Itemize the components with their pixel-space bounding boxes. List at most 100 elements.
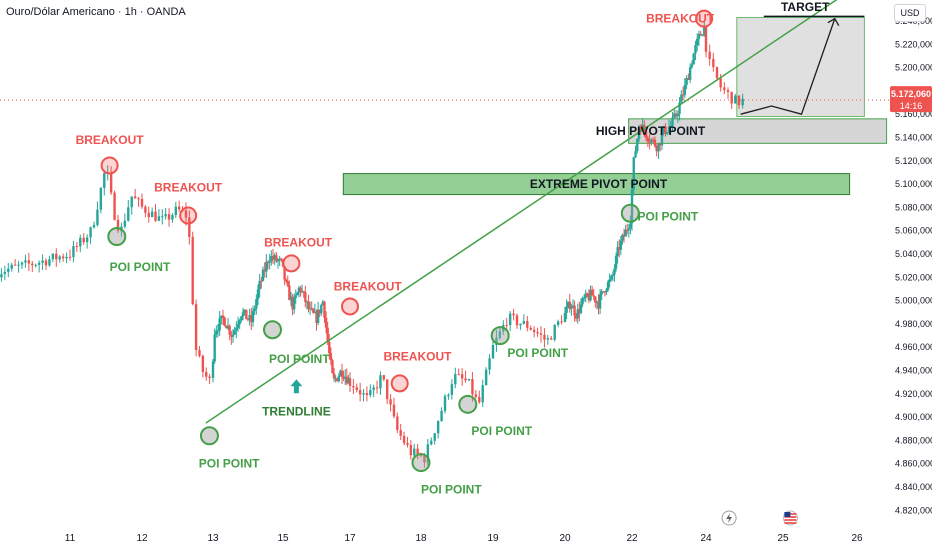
candle-body <box>220 315 223 319</box>
candle-body <box>603 291 607 293</box>
currency-button[interactable]: USD <box>894 4 926 22</box>
candle-body <box>634 151 637 158</box>
candle-body <box>734 95 737 104</box>
candle-body <box>280 258 283 260</box>
candle-body <box>666 132 669 134</box>
candle-body <box>402 435 406 444</box>
candle-body <box>144 206 147 213</box>
candle-body <box>358 390 362 395</box>
candle-body <box>594 296 597 303</box>
candle-body <box>644 131 648 138</box>
candle-body <box>194 304 198 351</box>
breakout-marker <box>390 374 409 393</box>
candle-body <box>147 212 150 218</box>
price-badge[interactable]: 5.172,060 14:16 <box>890 86 932 113</box>
candle-body <box>337 376 341 382</box>
candle-body <box>177 206 181 210</box>
candle-body <box>563 312 567 323</box>
us-flag-icon[interactable] <box>782 510 798 526</box>
candle-body <box>636 138 639 152</box>
y-tick-label: 4.880,000 <box>895 435 932 445</box>
lightning-icon[interactable] <box>721 510 737 526</box>
y-tick-label: 5.000,000 <box>895 296 932 306</box>
candle-body <box>157 216 161 221</box>
y-tick-label: 5.140,000 <box>895 132 932 142</box>
candle-body <box>618 247 621 250</box>
candle-body <box>695 38 699 46</box>
candle-body <box>560 321 563 323</box>
candle-body <box>312 309 315 313</box>
x-tick-label: 24 <box>700 533 712 544</box>
candle-body <box>671 117 674 126</box>
breakout-label: BREAKOUT <box>264 235 333 249</box>
candle-body <box>737 95 741 106</box>
candle-body <box>590 289 594 296</box>
candle-body <box>653 139 657 147</box>
candle-body <box>332 373 336 379</box>
candle-body <box>17 264 20 266</box>
candle-body <box>385 379 389 400</box>
candle-body <box>79 237 82 247</box>
candle-body <box>201 355 205 372</box>
candle-body <box>328 341 331 354</box>
candle-body <box>688 67 692 80</box>
candle-body <box>704 26 708 52</box>
breakout-marker <box>341 297 359 316</box>
candle-body <box>681 94 685 96</box>
candle-body <box>578 309 581 314</box>
candle-body <box>198 350 201 356</box>
candle-body <box>478 396 481 403</box>
x-tick-label: 20 <box>559 533 571 544</box>
candle-body <box>450 384 454 395</box>
symbol-header[interactable]: Ouro/Dólar Americano · 1h · OANDA <box>6 6 186 18</box>
candle-body <box>96 209 99 225</box>
candle-body <box>270 256 273 262</box>
price-badge-countdown: 14:16 <box>900 101 923 111</box>
candle-body <box>626 229 629 231</box>
price-badge-bg <box>890 86 932 113</box>
candle-body <box>208 376 211 378</box>
poi-marker <box>620 203 640 223</box>
candle-body <box>241 312 245 317</box>
candle-body <box>526 321 529 328</box>
candle-body <box>133 196 137 199</box>
candle-body <box>602 291 605 293</box>
candle-body <box>329 353 333 361</box>
y-tick-label: 5.100,000 <box>895 179 932 189</box>
candle-body <box>712 58 715 68</box>
candle-body <box>48 259 51 266</box>
candle-body <box>243 309 246 313</box>
x-tick-label: 26 <box>851 533 863 544</box>
candle-body <box>3 271 7 275</box>
candle-body <box>251 311 255 323</box>
candle-body <box>669 125 672 128</box>
candle-body <box>570 307 573 309</box>
candle-body <box>246 319 250 321</box>
candle-body <box>213 334 216 362</box>
candle-body <box>624 229 627 237</box>
candle-body <box>276 260 280 262</box>
candle-body <box>495 337 498 345</box>
candle-body <box>536 332 539 334</box>
poi-label: POI POINT <box>638 210 699 224</box>
candle-body <box>685 78 688 85</box>
candle-body <box>250 315 253 323</box>
candle-body <box>375 387 379 389</box>
candle-body <box>65 256 68 259</box>
candle-body <box>568 301 571 309</box>
candle-body <box>399 429 402 436</box>
y-tick-label: 4.840,000 <box>895 482 932 492</box>
candle-body <box>225 325 228 329</box>
candle-body <box>283 266 286 280</box>
x-tick-label: 12 <box>136 533 148 544</box>
y-tick-label: 4.960,000 <box>895 342 932 352</box>
lightning-icon-glyph <box>726 513 733 523</box>
candle-body <box>379 375 382 389</box>
candle-body <box>261 269 265 281</box>
candle-body <box>566 301 570 307</box>
candle-body <box>592 295 595 297</box>
poi-marker <box>199 426 219 446</box>
candle-body <box>302 291 305 293</box>
